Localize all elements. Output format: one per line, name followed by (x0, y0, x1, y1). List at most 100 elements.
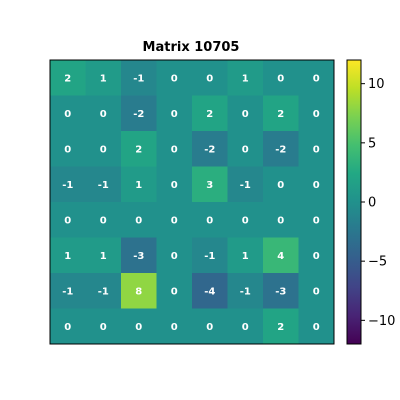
heatmap-cell (85, 95, 122, 132)
cell-value-label: 8 (135, 286, 142, 297)
heatmap-cell (227, 131, 264, 167)
heatmap-cell (227, 166, 264, 203)
cell-value-label: -4 (204, 286, 215, 297)
heatmap-cell (121, 131, 157, 167)
cell-value-label: 0 (171, 322, 178, 333)
heatmap-cell (50, 131, 86, 167)
cell-value-label: 1 (100, 73, 107, 84)
heatmap-cell (298, 308, 335, 345)
cell-value-label: 1 (242, 73, 249, 84)
cell-value-label: 2 (277, 109, 284, 120)
heatmap-cell (227, 308, 264, 345)
heatmap-cell (156, 237, 193, 274)
cell-value-label: 0 (313, 322, 320, 333)
cell-value-label: 0 (313, 180, 320, 191)
cell-value-label: 0 (313, 73, 320, 84)
colorbar-tick-label: 10 (368, 77, 385, 92)
cell-value-label: 0 (206, 322, 213, 333)
cell-value-label: 1 (135, 180, 142, 191)
heatmap-cell (50, 166, 86, 203)
cell-value-label: -3 (275, 286, 286, 297)
heatmap-cell (50, 60, 86, 96)
cell-value-label: 0 (277, 180, 284, 191)
heatmap-cell (298, 95, 335, 132)
heatmap-cell (85, 202, 122, 238)
heatmap-cell (192, 95, 228, 132)
heatmap-cell (263, 131, 299, 167)
cell-value-label: 1 (242, 251, 249, 262)
cell-value-label: 0 (64, 215, 71, 226)
cell-value-label: -1 (133, 73, 144, 84)
heatmap-cell (50, 95, 86, 132)
heatmap-cell (85, 166, 122, 203)
heatmap-cell (298, 237, 335, 274)
heatmap-cell (156, 166, 193, 203)
cell-value-label: 0 (242, 109, 249, 120)
cell-value-label: 0 (64, 144, 71, 155)
heatmap-cell (121, 273, 157, 309)
cell-value-label: -2 (275, 144, 286, 155)
cell-value-label: 0 (135, 322, 142, 333)
heatmap-cell (85, 273, 122, 309)
colorbar (346, 59, 362, 345)
heatmap-cell (227, 60, 264, 96)
heatmap-cell (298, 60, 335, 96)
heatmap-cell (50, 202, 86, 238)
heatmap-cell (192, 202, 228, 238)
cell-value-label: 0 (171, 251, 178, 262)
heatmap-cell (156, 273, 193, 309)
cell-value-label: 3 (206, 180, 213, 191)
heatmap-cell (156, 60, 193, 96)
heatmap-cell (85, 60, 122, 96)
heatmap-cell (263, 95, 299, 132)
cell-value-label: 0 (206, 215, 213, 226)
heatmap-cell (121, 95, 157, 132)
cell-value-label: 1 (100, 251, 107, 262)
heatmap-cell (192, 308, 228, 345)
cell-value-label: 2 (135, 144, 142, 155)
cell-value-label: -1 (240, 180, 251, 191)
heatmap-cell (263, 202, 299, 238)
cell-value-label: -2 (133, 109, 144, 120)
cell-value-label: 0 (313, 109, 320, 120)
cell-value-label: -1 (98, 180, 109, 191)
heatmap-cell (121, 308, 157, 345)
cell-value-label: 0 (242, 144, 249, 155)
heatmap-cell (121, 237, 157, 274)
chart-title: Matrix 10705 (143, 40, 240, 55)
cell-value-label: 0 (64, 109, 71, 120)
cell-value-label: 0 (171, 109, 178, 120)
cell-value-label: -1 (98, 286, 109, 297)
heatmap-cell (156, 131, 193, 167)
cell-value-label: 0 (313, 251, 320, 262)
cell-value-label: 0 (171, 144, 178, 155)
heatmap-cell (192, 60, 228, 96)
heatmap-cell (298, 273, 335, 309)
heatmap-cell (121, 166, 157, 203)
heatmap-cell (227, 202, 264, 238)
heatmap-cell (227, 95, 264, 132)
heatmap-cell (50, 308, 86, 345)
colorbar-tick-label: 5 (368, 136, 376, 151)
cell-value-label: 0 (135, 215, 142, 226)
heatmap-cell (263, 60, 299, 96)
cell-value-label: -2 (204, 144, 215, 155)
heatmap-cell (156, 202, 193, 238)
colorbar-tick-label: 0 (368, 196, 376, 211)
heatmap-cell (298, 131, 335, 167)
heatmap-cell (156, 95, 193, 132)
cell-value-label: 0 (171, 180, 178, 191)
colorbar-tick-label: −10 (368, 314, 395, 329)
colorbar-axis: 10 5 0 −5 −10 (361, 77, 395, 329)
cell-value-label: 0 (171, 73, 178, 84)
heatmap-grid: 2 1 -1 0 0 1 0 0 0 0 -2 0 2 0 2 0 0 0 2 0 -2 0 -2 0 -1 -1 1 0 3 -1 0 0 0… (50, 60, 335, 345)
heatmap-cell (121, 60, 157, 96)
heatmap-cell (263, 308, 299, 345)
colorbar-tick-label: −5 (368, 255, 387, 270)
cell-value-label: 0 (242, 322, 249, 333)
cell-value-label: 0 (100, 144, 107, 155)
cell-value-label: 0 (277, 73, 284, 84)
heatmap-cell (263, 273, 299, 309)
heatmap-cell (85, 237, 122, 274)
